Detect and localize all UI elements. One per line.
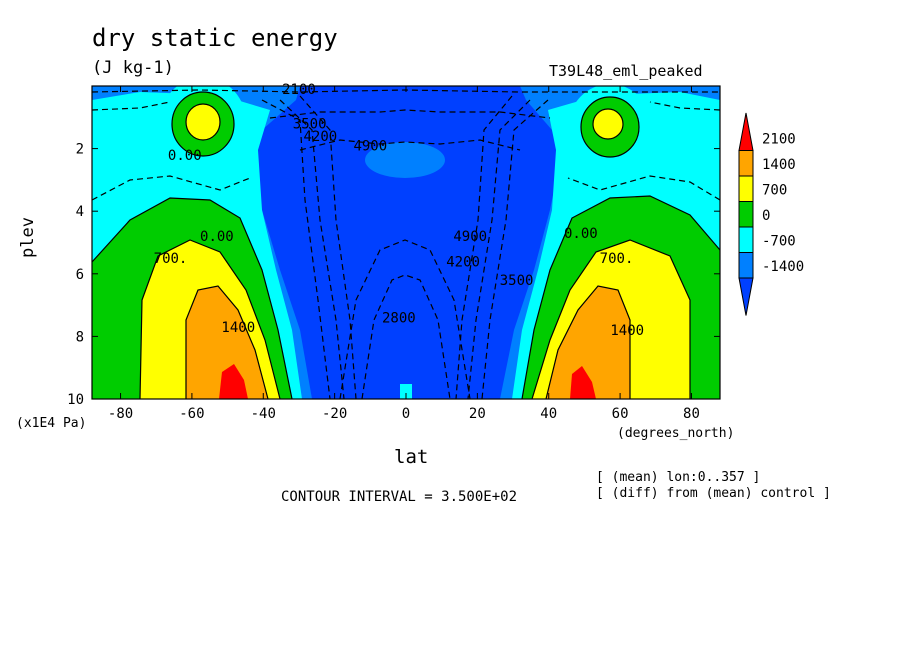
contour-label: 2100 (282, 82, 316, 98)
x-tick-label: -80 (108, 406, 133, 422)
y-tick-label: 10 (67, 392, 84, 408)
contour-label: 4200 (446, 254, 480, 270)
x-tick-label: -60 (179, 406, 204, 422)
chart-units: (J kg-1) (92, 58, 174, 78)
contour-label: 2800 (382, 311, 416, 327)
x-tick-label: -20 (322, 406, 347, 422)
colorbar-label: 0 (762, 208, 770, 224)
colorbar-swatch (738, 201, 754, 228)
neg-contour-13 (649, 101, 720, 111)
x-tick-label: 40 (540, 406, 557, 422)
fill-center-bottom (400, 384, 412, 399)
chart-title: dry static energy (92, 24, 338, 52)
contour-line-right-cell-inner (592, 108, 624, 140)
neg-contour-15 (567, 175, 720, 201)
colorbar: 2100 1400 700 0 -700 -1400 (738, 112, 804, 316)
neg-contour-4 (481, 99, 549, 399)
contour-label: 4900 (353, 138, 387, 154)
contour-line-left-1400 (139, 239, 281, 399)
contour-label: 1400 (610, 323, 644, 339)
colorbar-label: 2100 (762, 132, 796, 148)
contour-label: 700. (154, 251, 188, 267)
y-tick-label: 6 (76, 267, 84, 283)
y-tick-label: 2 (76, 142, 84, 158)
neg-contour-2 (279, 99, 345, 399)
contour-label: 3500 (500, 273, 534, 289)
colorbar-swatch-bottom (738, 277, 754, 316)
x-tick-label: -40 (251, 406, 276, 422)
fill-cell-left-1400 (186, 104, 220, 140)
contour-lines (92, 89, 720, 399)
neg-contour-11 (92, 89, 720, 93)
y-tick-label: 8 (76, 329, 84, 345)
contour-label: 700. (600, 251, 634, 267)
fill-cell-right-1400 (593, 109, 623, 139)
colorbar-label: -1400 (762, 259, 804, 275)
fill-center-min (365, 142, 445, 178)
contour-line-left-cell (171, 91, 235, 157)
fill-band-right-max (570, 366, 596, 399)
contour-interval: CONTOUR INTERVAL = 3.500E+02 (281, 489, 518, 505)
x-axis-units: (degrees_north) (617, 426, 735, 441)
fill-band-left-max (219, 364, 248, 399)
note-diff-control: [ (diff) from (mean) control ] (596, 486, 831, 501)
neg-contour-6 (455, 95, 513, 399)
colorbar-label: 700 (762, 183, 787, 199)
case-label: T39L48_eml_peaked (549, 62, 703, 80)
neg-contour-3 (299, 95, 357, 399)
colorbar-label: 1400 (762, 157, 796, 173)
y-axis-units: (x1E4 Pa) (16, 416, 87, 431)
colorbar-swatch (738, 252, 754, 279)
x-axis-label: lat (394, 446, 429, 468)
contour-line-right-700 (521, 195, 720, 399)
x-axis: -80 -60 -40 -20 0 20 40 60 80 (108, 86, 700, 422)
neg-contour-10 (269, 109, 551, 119)
neg-contour-14 (92, 175, 251, 201)
colorbar-swatch-top (738, 112, 754, 151)
contour-label: 3500 (293, 117, 327, 133)
contour-label: 4200 (304, 129, 338, 145)
colorbar-swatch (738, 226, 754, 253)
negative-contours (92, 89, 720, 399)
x-tick-label: 80 (683, 406, 700, 422)
neg-contour-5 (467, 99, 531, 399)
colorbar-label: -700 (762, 234, 796, 250)
contour-label: 1400 (221, 320, 255, 336)
neg-contour-1 (261, 99, 331, 399)
note-mean-lon: [ (mean) lon:0..357 ] (596, 470, 761, 485)
contour-label: 0.00 (168, 148, 202, 164)
contour-line-left-700 (92, 197, 293, 399)
contour-line-right-cell (580, 96, 640, 158)
fill-band-left-2100 (186, 286, 268, 399)
contour-line-right-1400 (531, 239, 691, 399)
contour-line-left-cell-inner (185, 103, 221, 141)
colorbar-swatch (738, 175, 754, 202)
neg-contour-7 (339, 239, 471, 399)
contour-label: 4900 (453, 229, 487, 245)
fill-band-right-2100 (546, 286, 630, 399)
contour-line-right-2100 (545, 285, 631, 399)
neg-contour-9 (299, 139, 521, 151)
x-tick-label: 60 (612, 406, 629, 422)
contour-label: 0.00 (564, 226, 598, 242)
contour-label: 0.00 (200, 229, 234, 245)
y-axis: 2 4 6 8 10 (67, 142, 720, 408)
y-tick-label: 4 (76, 204, 84, 220)
colorbar-swatch (738, 150, 754, 177)
x-tick-label: 20 (469, 406, 486, 422)
contour-line-left-2100 (185, 285, 269, 399)
x-tick-label: 0 (402, 406, 410, 422)
